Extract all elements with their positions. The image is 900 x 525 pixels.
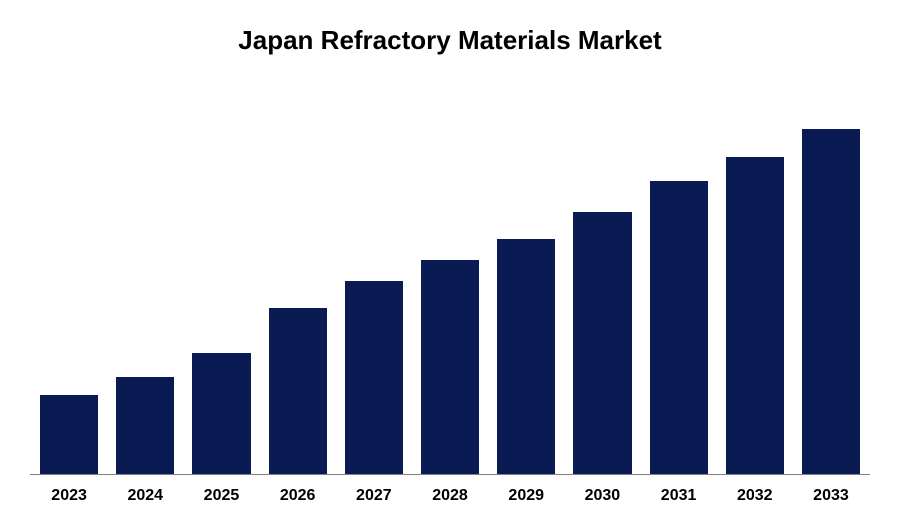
x-axis-label: 2027 xyxy=(345,487,403,505)
x-axis-label: 2025 xyxy=(192,487,250,505)
plot-area xyxy=(30,116,870,475)
x-axis-label: 2023 xyxy=(40,487,98,505)
x-axis-label: 2026 xyxy=(269,487,327,505)
x-axis-label: 2032 xyxy=(726,487,784,505)
bar xyxy=(421,260,479,474)
chart-container: Japan Refractory Materials Market 202320… xyxy=(0,0,900,525)
bar xyxy=(345,281,403,474)
x-axis: 2023 2024 2025 2026 2027 2028 2029 2030 2031 2032… xyxy=(30,475,870,505)
x-axis-label: 2029 xyxy=(497,487,555,505)
bar xyxy=(269,308,327,474)
bar xyxy=(40,395,98,474)
x-axis-label: 2031 xyxy=(650,487,708,505)
bar xyxy=(650,181,708,474)
x-axis-label: 2033 xyxy=(802,487,860,505)
x-axis-label: 2028 xyxy=(421,487,479,505)
bar xyxy=(192,353,250,474)
chart-title: Japan Refractory Materials Market xyxy=(30,25,870,56)
x-axis-label: 2030 xyxy=(573,487,631,505)
bar xyxy=(497,239,555,474)
bar xyxy=(116,377,174,474)
bar xyxy=(726,157,784,474)
bar xyxy=(573,212,631,474)
bar xyxy=(802,129,860,474)
x-axis-label: 2024 xyxy=(116,487,174,505)
